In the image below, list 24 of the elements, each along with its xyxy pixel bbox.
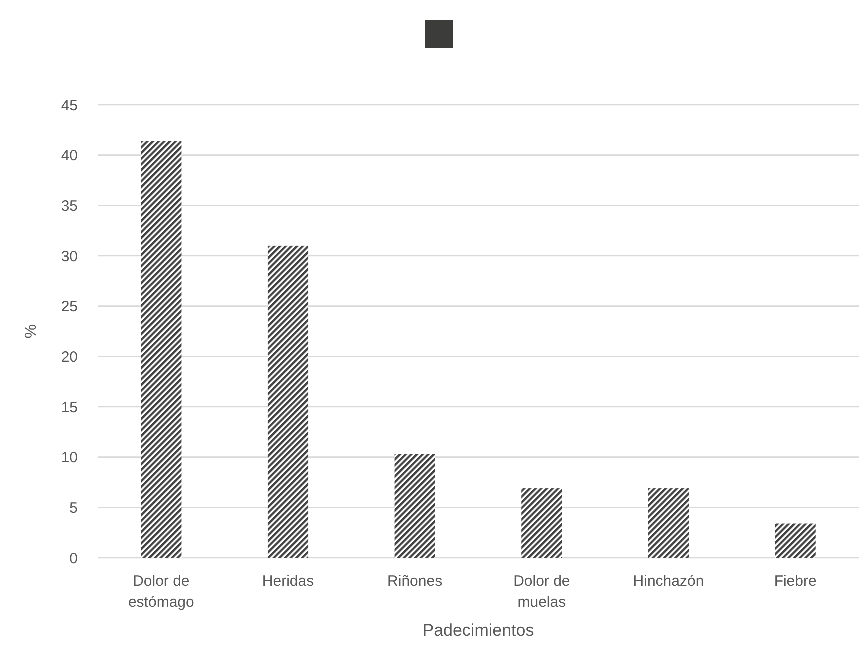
y-tick-label: 5	[70, 500, 78, 517]
y-tick-label: 25	[61, 298, 78, 316]
y-axis-title: %	[23, 324, 40, 339]
bar	[268, 246, 309, 558]
y-tick-label: 10	[61, 450, 78, 467]
x-axis-title: Padecimientos	[422, 621, 534, 640]
x-tick-label: Fiebre	[774, 573, 817, 590]
x-tick-label: Heridas	[262, 573, 314, 590]
y-tick-label: 30	[61, 248, 78, 266]
bar	[775, 524, 816, 558]
y-tick-label: 45	[61, 97, 78, 114]
y-tick-label: 35	[61, 198, 78, 215]
bar	[141, 141, 182, 558]
bar	[394, 454, 436, 558]
bar	[648, 488, 690, 558]
x-tick-label: Hinchazón	[633, 573, 704, 590]
bar	[522, 488, 562, 558]
x-tick-label: Dolor de estómago	[128, 573, 194, 611]
x-tick-label: Riñones	[388, 573, 443, 590]
y-tick-label: 40	[61, 148, 78, 165]
y-tick-label: 15	[61, 399, 78, 416]
x-tick-label: Dolor de muelas	[514, 573, 570, 611]
y-tick-label: 0	[70, 550, 78, 568]
y-tick-label: 20	[61, 348, 78, 366]
